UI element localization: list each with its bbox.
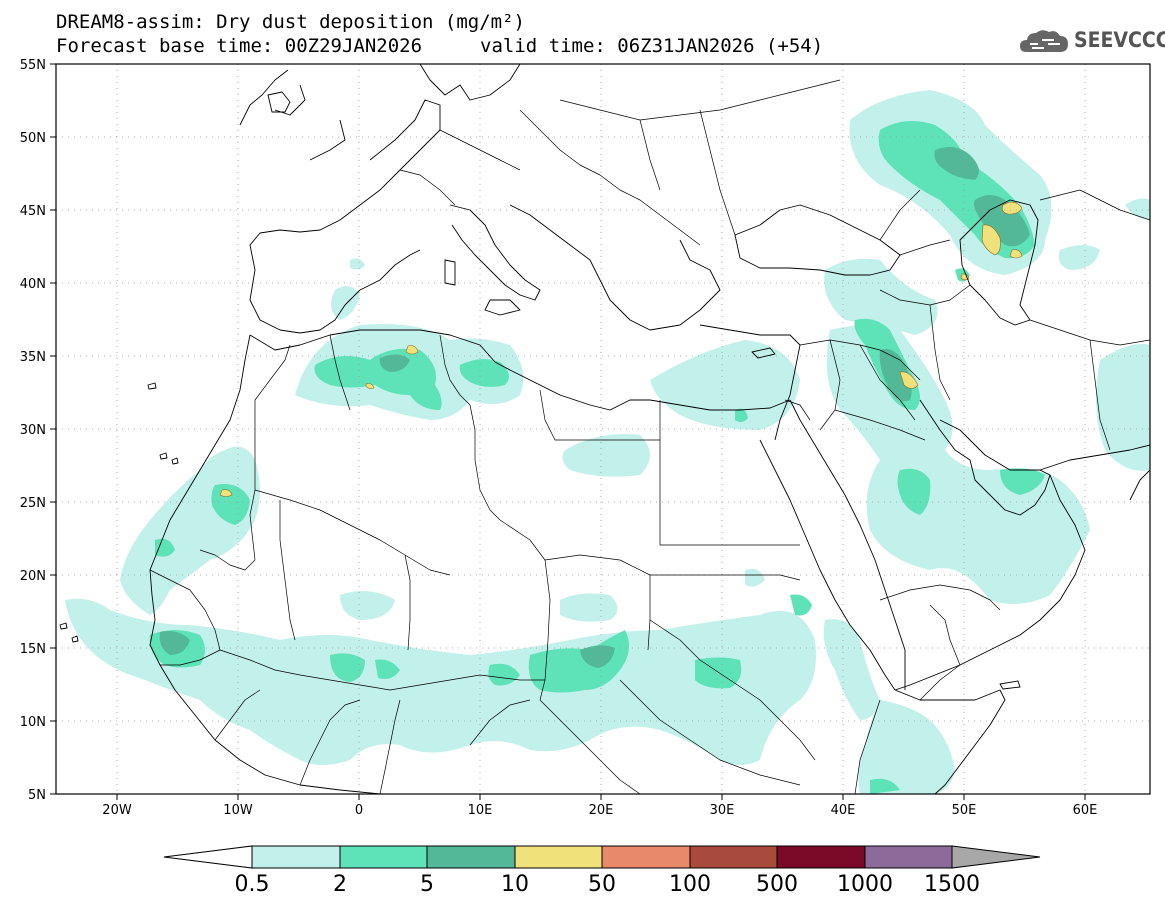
- map-area: [56, 64, 1150, 794]
- colorbar-labels: 0.5 2 5 10 50 100 500 1000 1500: [235, 872, 981, 897]
- lon-label: 20E: [589, 803, 614, 818]
- colorbar-swatch: [689, 845, 778, 869]
- colorbar-swatch: [864, 845, 953, 869]
- lon-label: 30E: [710, 803, 735, 818]
- lat-label: 50N: [20, 131, 46, 146]
- colorbar-label: 2: [333, 872, 347, 897]
- deposition-layer-10: [219, 201, 1023, 497]
- logo-text: SEEVCCC: [1074, 28, 1165, 52]
- lon-label: 10E: [468, 803, 493, 818]
- latitude-labels: 55N 50N 45N 40N 35N 30N 25N 20N 15N 10N …: [20, 58, 46, 803]
- colorbar-high-arrow: [951, 845, 1041, 869]
- lat-label: 55N: [20, 58, 46, 73]
- longitude-labels: 20W 10W 0 10E 20E 30E 40E 50E 60E: [102, 803, 1097, 818]
- lat-label: 45N: [20, 204, 46, 219]
- lon-label: 50E: [952, 803, 977, 818]
- colorbar-label: 5: [420, 872, 434, 897]
- lon-label: 10W: [223, 803, 253, 818]
- colorbar-label: 500: [756, 872, 798, 897]
- axis-ticks: [50, 63, 1086, 800]
- colorbar-label: 100: [669, 872, 711, 897]
- colorbar-swatch: [514, 845, 603, 869]
- colorbar-swatch: [776, 845, 866, 869]
- graticule: [56, 64, 1150, 794]
- colorbar-label: 50: [588, 872, 616, 897]
- colorbar-low-arrow: [163, 845, 253, 869]
- colorbar-swatch: [251, 845, 341, 869]
- colorbar-label: 10: [501, 872, 529, 897]
- deposition-layer-5: [159, 146, 1030, 668]
- colorbar: [163, 845, 1041, 869]
- base-time: Forecast base time: 00Z29JAN2026: [56, 35, 423, 57]
- lon-label: 0: [355, 803, 363, 818]
- lat-label: 30N: [20, 423, 46, 438]
- valid-time: valid time: 06Z31JAN2026 (+54): [480, 35, 824, 57]
- lat-label: 20N: [20, 569, 46, 584]
- forecast-times: Forecast base time: 00Z29JAN2026 valid ti…: [56, 35, 823, 57]
- colorbar-swatch: [339, 845, 428, 869]
- seevccc-logo: SEEVCCC: [1018, 24, 1165, 60]
- lat-label: 5N: [28, 788, 46, 803]
- colorbar-label: 1500: [924, 872, 980, 897]
- colorbar-label: 0.5: [235, 872, 270, 897]
- lon-label: 40E: [831, 803, 856, 818]
- lat-label: 35N: [20, 350, 46, 365]
- lon-label: 60E: [1073, 803, 1098, 818]
- lon-label: 20W: [102, 803, 132, 818]
- colorbar-label: 1000: [837, 872, 893, 897]
- country-borders: [149, 79, 1150, 794]
- colorbar-swatch: [426, 845, 516, 869]
- map-title: DREAM8-assim: Dry dust deposition (mg/m²…: [56, 11, 525, 33]
- lat-label: 10N: [20, 715, 46, 730]
- lat-label: 15N: [20, 642, 46, 657]
- cloud-icon: [1020, 30, 1068, 52]
- colorbar-swatch: [601, 845, 691, 869]
- lat-label: 40N: [20, 277, 46, 292]
- coastlines: [59, 64, 1150, 794]
- lat-label: 25N: [20, 496, 46, 511]
